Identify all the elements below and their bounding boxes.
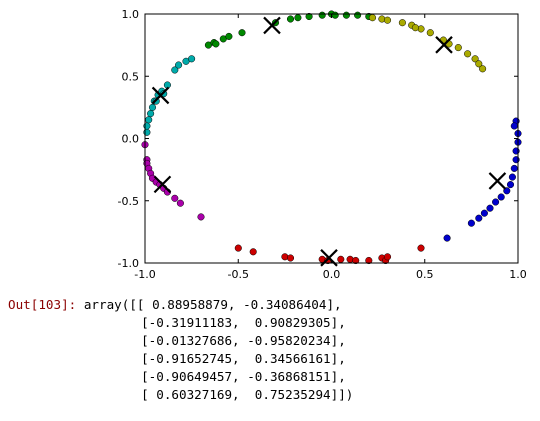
scatter-point <box>286 15 295 23</box>
output-line-text: array([[ 0.88958879, -0.34086404], <box>83 297 342 312</box>
scatter-point <box>411 24 419 32</box>
scatter-point <box>148 103 157 111</box>
y-tick-label: -0.5 <box>118 195 139 208</box>
output-line-text: [-0.91652745, 0.34566161], <box>88 351 346 366</box>
output-prompt: Out[103]: <box>8 297 77 312</box>
cluster-center-marker <box>488 172 507 190</box>
scatter-point <box>171 194 179 202</box>
x-tick-label: 1.0 <box>509 268 527 281</box>
scatter-point <box>506 181 515 189</box>
scatter-point <box>454 44 462 52</box>
scatter-point <box>486 204 494 212</box>
scatter-point <box>294 14 302 22</box>
output-line-text: [-0.31911183, 0.90829305], <box>88 315 346 330</box>
cluster-center-marker <box>435 36 453 54</box>
centers-layer <box>151 16 507 267</box>
scatter-point <box>510 164 518 172</box>
output-cell: Out[103]: array([[ 0.88958879, -0.340864… <box>8 296 538 404</box>
scatter-point <box>508 173 516 181</box>
scatter-point <box>176 199 184 207</box>
scatter-point <box>467 219 475 227</box>
scatter-point <box>480 209 488 217</box>
scatter-point <box>352 256 360 265</box>
cluster-center-marker <box>151 86 170 105</box>
scatter-point <box>398 19 406 27</box>
scatter-point <box>365 256 373 265</box>
scatter-point <box>383 16 392 24</box>
x-tick-label: 0.5 <box>416 268 434 281</box>
y-tick-label: 1.0 <box>122 8 140 21</box>
scatter-point <box>342 11 350 19</box>
scatter-plot-svg: -1.0 -0.5 0.0 0.5 1.0 1.0 0.5 0.0 -0.5 -1.0 <box>118 8 527 281</box>
output-line-text: [-0.01327686, -0.95820234], <box>88 333 346 348</box>
output-line: [-0.31911183, 0.90829305], <box>8 314 538 332</box>
scatter-point <box>175 61 183 69</box>
scatter-point <box>475 60 483 68</box>
scatter-point <box>426 29 434 37</box>
output-line: [-0.91652745, 0.34566161], <box>8 350 538 368</box>
y-tick-label: 0.5 <box>122 70 140 83</box>
scatter-point <box>238 29 246 37</box>
scatter-point <box>147 110 155 118</box>
cluster-center-marker <box>153 175 172 194</box>
scatter-point <box>479 65 487 73</box>
output-line-text: [-0.90649457, -0.36868151], <box>88 369 346 384</box>
scatter-point <box>286 254 295 262</box>
scatter-point <box>249 248 257 256</box>
scatter-point <box>417 244 425 252</box>
scatter-point <box>145 116 153 124</box>
output-line: [ 0.60327169, 0.75235294]]) <box>8 386 538 404</box>
output-line-text: [ 0.60327169, 0.75235294]]) <box>88 387 354 402</box>
scatter-point <box>197 213 205 221</box>
scatter-point <box>354 11 362 19</box>
x-tick-label: -1.0 <box>134 268 155 281</box>
scatter-point <box>471 55 479 63</box>
scatter-point <box>171 66 179 74</box>
axis-ticks: -1.0 -0.5 0.0 0.5 1.0 1.0 0.5 0.0 -0.5 -1.0 <box>118 8 527 281</box>
plot-frame <box>144 13 519 264</box>
scatter-point <box>212 40 220 48</box>
scatter-point <box>225 32 233 40</box>
scatter-point <box>337 255 345 263</box>
output-line: Out[103]: array([[ 0.88958879, -0.340864… <box>8 296 538 314</box>
scatter-plot: -1.0 -0.5 0.0 0.5 1.0 1.0 0.5 0.0 -0.5 -1.0 <box>118 8 527 281</box>
y-tick-label: -1.0 <box>118 257 139 270</box>
x-tick-label: 0.0 <box>323 268 341 281</box>
scatter-point <box>464 50 472 58</box>
scatter-point <box>510 122 518 130</box>
output-line: [-0.90649457, -0.36868151], <box>8 368 538 386</box>
scatter-point <box>383 253 392 261</box>
y-tick-label: 0.0 <box>122 133 140 146</box>
scatter-point <box>188 55 196 63</box>
cluster-center-marker <box>263 16 281 35</box>
points-layer <box>141 10 522 265</box>
scatter-point <box>492 198 500 206</box>
scatter-point <box>318 11 326 19</box>
scatter-point <box>234 244 242 252</box>
x-tick-label: -0.5 <box>228 268 249 281</box>
scatter-point <box>368 14 377 22</box>
scatter-point <box>331 11 339 19</box>
scatter-point <box>305 12 313 21</box>
output-line: [-0.01327686, -0.95820234], <box>8 332 538 350</box>
scatter-point <box>443 234 451 242</box>
scatter-point <box>475 214 483 222</box>
scatter-point <box>497 193 505 201</box>
